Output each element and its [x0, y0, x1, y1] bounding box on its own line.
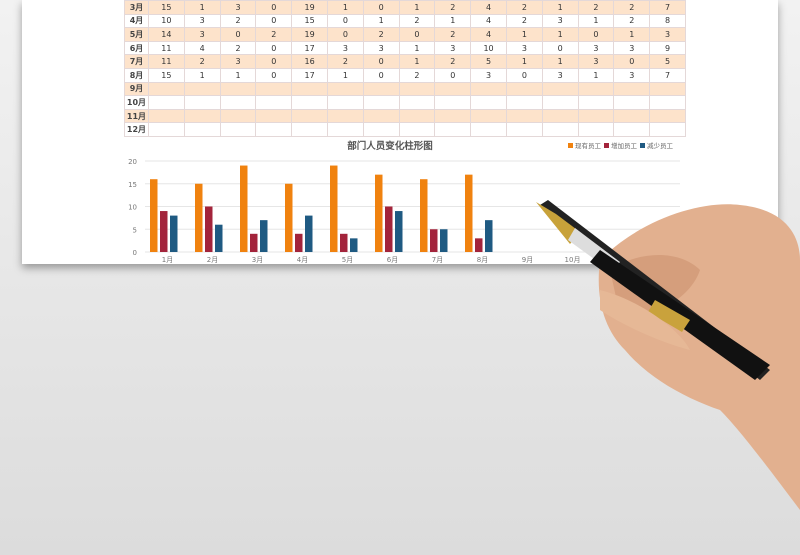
month-cell[interactable]: 12月 — [124, 122, 149, 137]
table-row: 8月 15 1 1 0 17 1 0 2 0 3 0 3 1 3 7 — [124, 67, 686, 83]
bar — [285, 183, 293, 252]
table-row: 11月 — [124, 108, 686, 124]
bar — [485, 220, 493, 252]
bar — [150, 179, 158, 252]
month-cell[interactable]: 10月 — [124, 95, 149, 110]
bar-chart: 部门人员变化柱形图 现有员工 增加员工 减少员工 0 5 10 15 20 1月 2月 3月 4月 5… — [128, 140, 680, 264]
bar — [420, 179, 428, 252]
x-tick-label: 2月 — [207, 256, 218, 264]
table-row: 9月 — [124, 81, 686, 97]
table-row: 6月 11 4 2 0 17 3 3 1 3 10 3 0 3 3 9 — [124, 40, 686, 56]
bar — [430, 229, 438, 252]
x-tick-label: 3月 — [252, 256, 263, 264]
x-tick-label: 9月 — [522, 256, 533, 264]
legend-swatch — [640, 143, 645, 148]
y-tick-label: 5 — [133, 226, 137, 234]
bar — [330, 165, 338, 252]
x-tick-label: 5月 — [342, 256, 353, 264]
bar — [260, 220, 268, 252]
x-tick-label: 1月 — [162, 256, 173, 264]
legend-label: 增加员工 — [611, 141, 638, 150]
table-row: 12月 — [124, 122, 686, 137]
y-tick-label: 10 — [128, 204, 137, 212]
chart-title: 部门人员变化柱形图 — [347, 140, 433, 152]
y-tick-label: 15 — [128, 181, 137, 189]
x-tick-label: 6月 — [387, 256, 398, 264]
bar — [375, 174, 383, 252]
bar — [170, 215, 178, 252]
bar — [350, 238, 358, 252]
data-table: 3月 15 1 3 0 19 1 0 1 2 4 2 1 2 2 7 4月 10 3 2 0 15 0 1 2 1 4 2 3 1 2 8 5月… — [124, 0, 686, 137]
table-row: 3月 15 1 3 0 19 1 0 1 2 4 2 1 2 2 7 — [124, 0, 686, 15]
table-row: 7月 11 2 3 0 16 2 0 1 2 5 1 1 3 0 5 — [124, 54, 686, 69]
x-tick-label: 10月 — [565, 256, 581, 264]
bar — [240, 165, 248, 252]
value-cell[interactable] — [649, 122, 686, 137]
legend-label: 现有员工 — [575, 141, 602, 150]
x-tick-label: 8月 — [477, 256, 488, 264]
legend-swatch — [604, 143, 609, 148]
legend: 现有员工 增加员工 减少员工 — [568, 141, 674, 150]
bar — [215, 224, 223, 252]
legend-swatch — [568, 143, 573, 148]
bar — [295, 233, 303, 252]
bar — [385, 206, 393, 252]
bar — [195, 183, 203, 252]
bar — [465, 174, 473, 252]
bar — [395, 211, 403, 252]
bar — [160, 211, 168, 252]
bar — [475, 238, 483, 252]
bar — [440, 229, 448, 252]
bar — [305, 215, 313, 252]
spreadsheet-sheet: 3月 15 1 3 0 19 1 0 1 2 4 2 1 2 2 7 4月 10 3 2 0 15 0 1 2 1 4 2 3 1 2 8 5月… — [22, 0, 778, 264]
x-tick-label: 4月 — [297, 256, 308, 264]
bar — [205, 206, 213, 252]
bar — [340, 233, 348, 252]
legend-label: 减少员工 — [647, 141, 674, 150]
bar — [250, 233, 258, 252]
x-tick-label: 7月 — [432, 256, 443, 264]
y-tick-label: 0 — [133, 249, 137, 257]
y-tick-label: 20 — [128, 158, 137, 166]
